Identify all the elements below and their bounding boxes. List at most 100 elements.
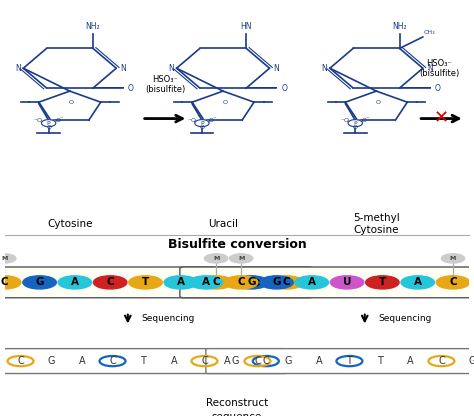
Text: T: T bbox=[142, 277, 149, 287]
Text: M: M bbox=[450, 256, 456, 261]
FancyBboxPatch shape bbox=[206, 349, 474, 374]
Text: T: T bbox=[140, 356, 146, 366]
Text: A: A bbox=[202, 277, 210, 287]
Text: C: C bbox=[17, 356, 24, 366]
Text: C: C bbox=[438, 356, 445, 366]
Circle shape bbox=[295, 276, 328, 289]
Text: O: O bbox=[353, 125, 358, 130]
Text: M: M bbox=[238, 256, 245, 261]
Text: ✕: ✕ bbox=[434, 109, 449, 128]
FancyBboxPatch shape bbox=[0, 349, 287, 374]
Text: O: O bbox=[434, 84, 440, 92]
Text: A: A bbox=[414, 277, 422, 287]
Text: O: O bbox=[344, 119, 348, 124]
Text: Sequencing: Sequencing bbox=[379, 314, 432, 324]
Text: T: T bbox=[377, 356, 383, 366]
Text: Bisulfite conversion: Bisulfite conversion bbox=[168, 238, 306, 251]
Text: G: G bbox=[231, 356, 239, 366]
Text: 5-methyl
Cytosine: 5-methyl Cytosine bbox=[353, 213, 400, 235]
Text: A: A bbox=[408, 356, 414, 366]
Text: HSO₃⁻
(bisulfite): HSO₃⁻ (bisulfite) bbox=[419, 59, 459, 78]
Circle shape bbox=[229, 254, 253, 263]
Text: Sequencing: Sequencing bbox=[142, 314, 195, 324]
Text: N: N bbox=[273, 64, 280, 73]
Text: O: O bbox=[69, 100, 74, 105]
Text: CH₃: CH₃ bbox=[424, 30, 435, 35]
Text: Uracil: Uracil bbox=[208, 219, 238, 229]
Text: ⁻: ⁻ bbox=[341, 119, 344, 125]
Text: G: G bbox=[247, 277, 255, 287]
Text: C: C bbox=[263, 356, 269, 366]
Circle shape bbox=[93, 276, 127, 289]
Circle shape bbox=[164, 276, 198, 289]
Text: A: A bbox=[71, 277, 79, 287]
Text: ⁻: ⁻ bbox=[59, 116, 63, 123]
Text: O: O bbox=[222, 100, 227, 105]
Text: ⁻: ⁻ bbox=[212, 116, 216, 123]
Text: O: O bbox=[128, 84, 134, 92]
Circle shape bbox=[195, 120, 209, 126]
Text: M: M bbox=[1, 256, 8, 261]
Text: C: C bbox=[212, 277, 220, 287]
Text: G: G bbox=[272, 277, 281, 287]
Circle shape bbox=[235, 276, 268, 289]
Text: N: N bbox=[321, 64, 327, 73]
Text: O: O bbox=[362, 119, 367, 124]
Circle shape bbox=[0, 276, 21, 289]
Text: O: O bbox=[191, 119, 195, 124]
Circle shape bbox=[0, 254, 16, 263]
Circle shape bbox=[58, 276, 91, 289]
Text: G: G bbox=[36, 277, 44, 287]
Circle shape bbox=[260, 276, 293, 289]
Text: O: O bbox=[55, 119, 60, 124]
Text: C: C bbox=[0, 277, 8, 287]
Text: T: T bbox=[346, 356, 352, 366]
Text: ⁻: ⁻ bbox=[365, 116, 369, 123]
Circle shape bbox=[401, 276, 434, 289]
Text: A: A bbox=[177, 277, 185, 287]
Text: O: O bbox=[37, 119, 42, 124]
Circle shape bbox=[200, 276, 233, 289]
Circle shape bbox=[204, 254, 228, 263]
Circle shape bbox=[225, 276, 258, 289]
Text: Cytosine: Cytosine bbox=[47, 219, 92, 229]
FancyBboxPatch shape bbox=[180, 267, 474, 298]
Circle shape bbox=[23, 276, 56, 289]
FancyBboxPatch shape bbox=[0, 267, 313, 298]
Text: P: P bbox=[47, 121, 50, 126]
Circle shape bbox=[330, 276, 364, 289]
Text: N: N bbox=[15, 64, 20, 73]
Text: ⁻: ⁻ bbox=[34, 119, 38, 125]
Text: C: C bbox=[254, 356, 261, 366]
Text: NH₂: NH₂ bbox=[392, 22, 407, 31]
Circle shape bbox=[189, 276, 223, 289]
Circle shape bbox=[441, 254, 465, 263]
Text: N: N bbox=[168, 64, 174, 73]
Text: NH₂: NH₂ bbox=[86, 22, 100, 31]
Text: O: O bbox=[375, 100, 381, 105]
Text: C: C bbox=[201, 356, 208, 366]
Text: T: T bbox=[379, 277, 386, 287]
Text: HN: HN bbox=[240, 22, 252, 31]
Text: C: C bbox=[109, 356, 116, 366]
Text: G: G bbox=[284, 356, 292, 366]
Text: ⁻: ⁻ bbox=[187, 119, 191, 125]
Text: U: U bbox=[343, 277, 351, 287]
Text: HSO₃⁻
(bisulfite): HSO₃⁻ (bisulfite) bbox=[145, 74, 185, 94]
Circle shape bbox=[129, 276, 162, 289]
Text: O: O bbox=[200, 125, 204, 130]
Circle shape bbox=[270, 276, 303, 289]
Text: Reconstruct
sequence: Reconstruct sequence bbox=[206, 398, 268, 416]
Text: N: N bbox=[427, 64, 433, 73]
Circle shape bbox=[365, 276, 399, 289]
Circle shape bbox=[348, 120, 363, 126]
Text: P: P bbox=[200, 121, 204, 126]
Text: A: A bbox=[315, 356, 322, 366]
Text: A: A bbox=[308, 277, 316, 287]
Text: A: A bbox=[171, 356, 177, 366]
Text: C: C bbox=[449, 277, 457, 287]
Text: G: G bbox=[468, 356, 474, 366]
Text: O: O bbox=[281, 84, 287, 92]
Text: P: P bbox=[354, 121, 357, 126]
Circle shape bbox=[436, 276, 470, 289]
